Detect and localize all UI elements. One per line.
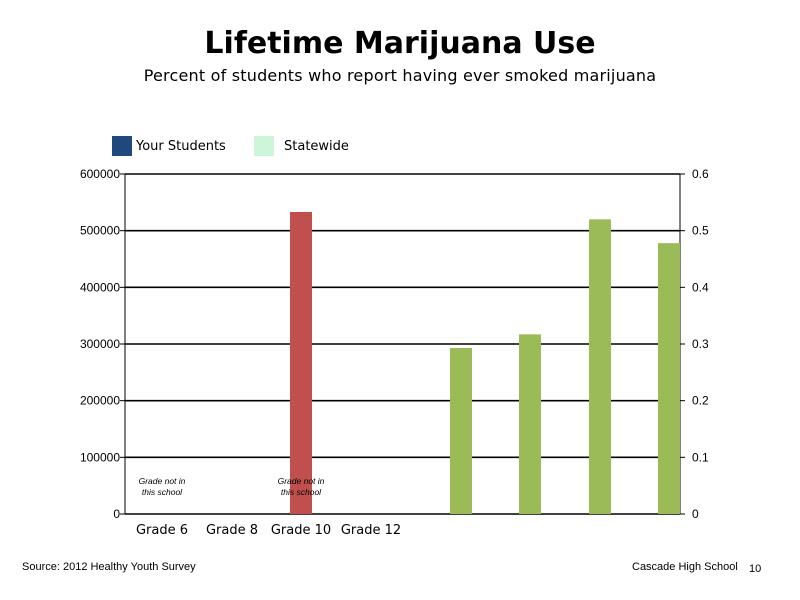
not-in-school-annotation: Grade not in [278,476,325,486]
left-axis-tick-label: 600000 [80,167,120,181]
right-axis-tick-label: 0.4 [692,280,709,294]
x-axis-category-label: Grade 10 [271,523,331,538]
x-axis-category-label: Grade 8 [206,523,258,538]
x-axis-category-label: Grade 6 [136,523,188,538]
left-axis-tick-label: 400000 [80,280,120,294]
page-number: 10 [749,563,761,575]
bar [658,243,680,514]
right-axis-tick-label: 0.6 [692,167,709,181]
left-axis-tick-label: 200000 [80,394,120,408]
bar [290,212,312,514]
not-in-school-annotation: this school [142,487,183,497]
source-note: Source: 2012 Healthy Youth Survey [22,561,196,573]
right-axis-tick-label: 0.5 [692,224,709,238]
x-axis-category-label: Grade 12 [341,523,401,538]
bar [450,348,472,514]
left-axis-tick-label: 300000 [80,337,120,351]
left-axis-tick-label: 0 [113,507,120,521]
not-in-school-annotation: Grade not in [139,476,186,486]
left-axis-tick-label: 100000 [80,450,120,464]
right-axis-tick-label: 0.1 [692,450,709,464]
bar [589,219,611,514]
bar [519,334,541,514]
not-in-school-annotation: this school [281,487,322,497]
left-axis-tick-label: 500000 [80,224,120,238]
right-axis-tick-label: 0.3 [692,337,709,351]
school-name: Cascade High School [632,561,738,573]
right-axis-tick-label: 0 [692,507,699,521]
right-axis-tick-label: 0.2 [692,394,709,408]
